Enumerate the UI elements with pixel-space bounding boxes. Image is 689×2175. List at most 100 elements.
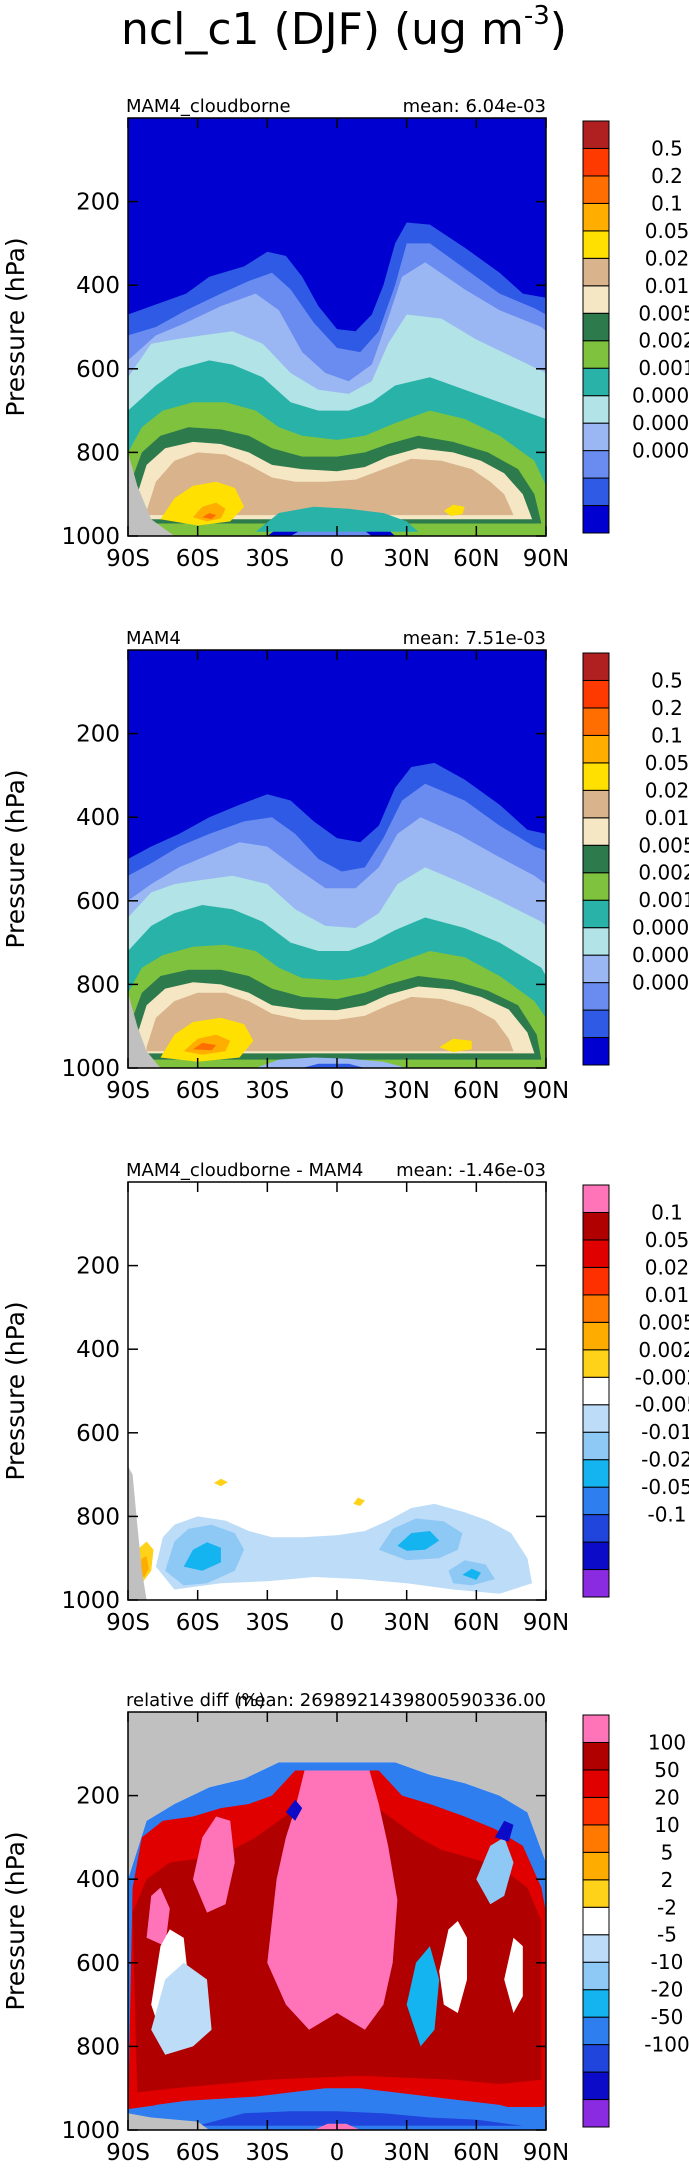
x-tick-label: 90N <box>523 1610 569 1636</box>
x-tick-label: 90N <box>523 546 569 572</box>
colorbar-box <box>582 285 610 314</box>
y-tick-label: 1000 <box>61 1588 120 1614</box>
colorbar-box <box>582 1376 610 1406</box>
figure-title-close: ) <box>550 4 567 55</box>
colorbar-box <box>582 1906 610 1936</box>
y-tick-label: 400 <box>76 1867 120 1893</box>
x-tick-label: 60N <box>453 2140 499 2166</box>
x-tick-label: 90N <box>523 2140 569 2166</box>
colorbar-label: -0.05 <box>641 1475 689 1499</box>
colorbar-label: 0.05 <box>645 219 689 243</box>
contour-region <box>272 1541 291 1554</box>
colorbar-box <box>582 175 610 204</box>
colorbar-box <box>582 954 610 984</box>
colorbar-label: 0.2 <box>651 164 683 188</box>
colorbar-box <box>582 817 610 846</box>
colorbar-box <box>582 367 610 397</box>
y-tick-label: 600 <box>76 1421 120 1447</box>
colorbar-box <box>582 450 610 479</box>
colorbar-box <box>582 1514 610 1543</box>
colorbar-box <box>582 1431 610 1461</box>
x-tick-label: 30N <box>383 1610 429 1636</box>
x-tick-label: 60N <box>453 1610 499 1636</box>
contour-region <box>406 1946 440 2047</box>
y-tick-label: 800 <box>76 2034 120 2060</box>
colorbar-box <box>582 1486 610 1516</box>
contour-region <box>267 1770 398 2030</box>
colorbar-label: 50 <box>654 1758 679 1782</box>
missing-data-region <box>128 2113 210 2130</box>
colorbar-box <box>582 312 610 342</box>
colorbar-box <box>582 1824 610 1853</box>
contour-region <box>443 504 465 516</box>
contour-region <box>302 1063 365 1068</box>
colorbar-box <box>582 707 610 736</box>
contour-region <box>193 502 226 522</box>
y-tick-label: 1000 <box>61 2118 120 2144</box>
contour-region <box>202 513 217 520</box>
colorbar-box <box>582 202 610 232</box>
colorbar-box <box>582 1294 610 1323</box>
contour-field <box>128 118 546 536</box>
colorbar-label: 0.0002 <box>632 943 689 967</box>
panel-4: relative diff (%)mean: 26989214398005903… <box>1 1690 689 2166</box>
contour-region <box>151 1962 212 2055</box>
y-tick-label: 800 <box>76 1504 120 1530</box>
colorbar-box <box>582 982 610 1011</box>
contour-field <box>128 1712 546 2130</box>
colorbar-label: 0.0001 <box>632 971 689 995</box>
colorbar-label: 0.005 <box>638 833 689 857</box>
contour-region <box>193 1042 217 1051</box>
colorbar-label: 0.001 <box>638 888 689 912</box>
y-tick-label: 600 <box>76 1951 120 1977</box>
x-tick-label: 60S <box>176 546 220 572</box>
x-tick-label: 60N <box>453 1078 499 1104</box>
colorbar-box <box>582 762 610 791</box>
colorbar-label: 0.1 <box>651 191 683 215</box>
x-tick-label: 0 <box>330 1078 345 1104</box>
colorbar-box <box>582 1934 610 1963</box>
colorbar-box <box>582 1851 610 1881</box>
colorbar-label: 100 <box>648 1730 686 1754</box>
y-tick-label: 400 <box>76 1337 120 1363</box>
colorbar-label: -0.1 <box>647 1503 686 1527</box>
y-tick-label: 600 <box>76 889 120 915</box>
contour-region <box>160 481 245 526</box>
colorbar-box <box>582 257 610 287</box>
colorbar-box <box>582 679 610 709</box>
contour-region <box>462 1568 481 1580</box>
colorbar-label: 0.5 <box>651 668 683 692</box>
colorbar-label: 0.001 <box>638 356 689 380</box>
colorbar-label: -100 <box>644 2033 689 2057</box>
colorbar-label: 10 <box>654 1813 679 1837</box>
colorbar-box <box>582 1349 610 1378</box>
colorbar-box <box>582 120 610 149</box>
missing-data-region <box>128 1712 546 1880</box>
colorbar-box <box>582 1184 610 1213</box>
colorbar-label: 0.002 <box>638 329 689 353</box>
colorbar-box <box>582 1321 610 1351</box>
colorbar-box <box>582 2071 610 2101</box>
panel-title-left: MAM4 <box>126 628 181 649</box>
y-tick-label: 200 <box>76 1784 120 1810</box>
x-tick-label: 90S <box>106 1610 150 1636</box>
colorbar-box <box>582 2016 610 2046</box>
colorbar-label: 0.002 <box>638 861 689 885</box>
panel-title-right: mean: 7.51e-03 <box>403 628 546 649</box>
colorbar-label: 0.02 <box>645 778 689 802</box>
figure-title-exponent: -3 <box>524 1 550 31</box>
contour-region <box>285 1799 303 1821</box>
colorbar-label: -0.02 <box>641 1448 689 1472</box>
colorbar-box <box>582 1796 610 1826</box>
x-tick-label: 30S <box>245 1610 289 1636</box>
colorbar-box <box>582 340 610 369</box>
x-tick-label: 30N <box>383 1078 429 1104</box>
contour-region <box>439 1038 472 1053</box>
panels: MAM4_cloudborne mean: 6.04e-03 Pressure (h… <box>1 96 689 2166</box>
colorbar-label: -0.01 <box>641 1420 689 1444</box>
missing-data-region <box>128 452 175 536</box>
y-tick-label: 600 <box>76 357 120 383</box>
y-tick-label: 800 <box>76 440 120 466</box>
colorbar-label: -20 <box>651 1978 684 2002</box>
colorbar-label: 0.0002 <box>632 411 689 435</box>
